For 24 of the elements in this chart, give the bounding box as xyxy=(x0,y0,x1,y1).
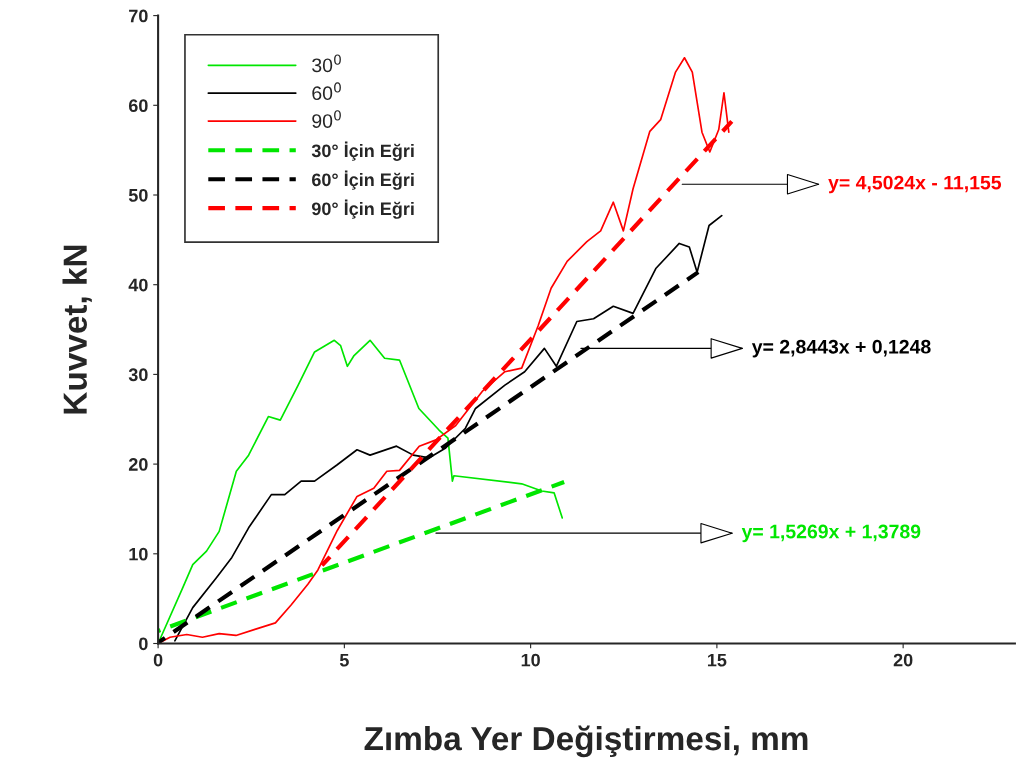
x-tick-label: 5 xyxy=(339,653,349,667)
legend-label: 90° İçin Eğri xyxy=(311,199,414,219)
x-tick-label: 10 xyxy=(521,653,540,667)
x-tick-label: 20 xyxy=(893,653,913,667)
annotation: y= 1,5269x + 1,3789 xyxy=(741,524,921,543)
y-tick-label: 50 xyxy=(128,188,148,202)
x-axis-title: Zımba Yer Değiştirmesi, mm xyxy=(364,725,808,758)
legend-label: 30° İçin Eğri xyxy=(311,141,414,161)
y-axis-title: Kuvvet, kN xyxy=(62,245,92,414)
annotation: y= 4,5024x - 11,155 xyxy=(828,175,1002,194)
legend-label: 30$^{0}$ xyxy=(312,54,341,73)
y-tick-label: 20 xyxy=(128,458,148,471)
legend-label: 60$^{0}$ xyxy=(312,82,341,101)
x-tick-label: 15 xyxy=(707,653,727,667)
y-tick-label: 70 xyxy=(129,9,148,23)
x-tick-label: 0 xyxy=(153,653,163,667)
legend-label: 90$^{0}$ xyxy=(312,110,341,128)
y-tick-label: 10 xyxy=(129,547,148,561)
legend-label: 60° İçin Eğri xyxy=(312,170,414,190)
y-tick-label: 60 xyxy=(128,99,148,113)
y-tick-label: 30 xyxy=(128,368,148,382)
y-tick-label: 0 xyxy=(139,637,148,651)
y-tick-label: 40 xyxy=(128,278,148,292)
annotation: y= 2,8443x + 0,1248 xyxy=(751,339,931,358)
